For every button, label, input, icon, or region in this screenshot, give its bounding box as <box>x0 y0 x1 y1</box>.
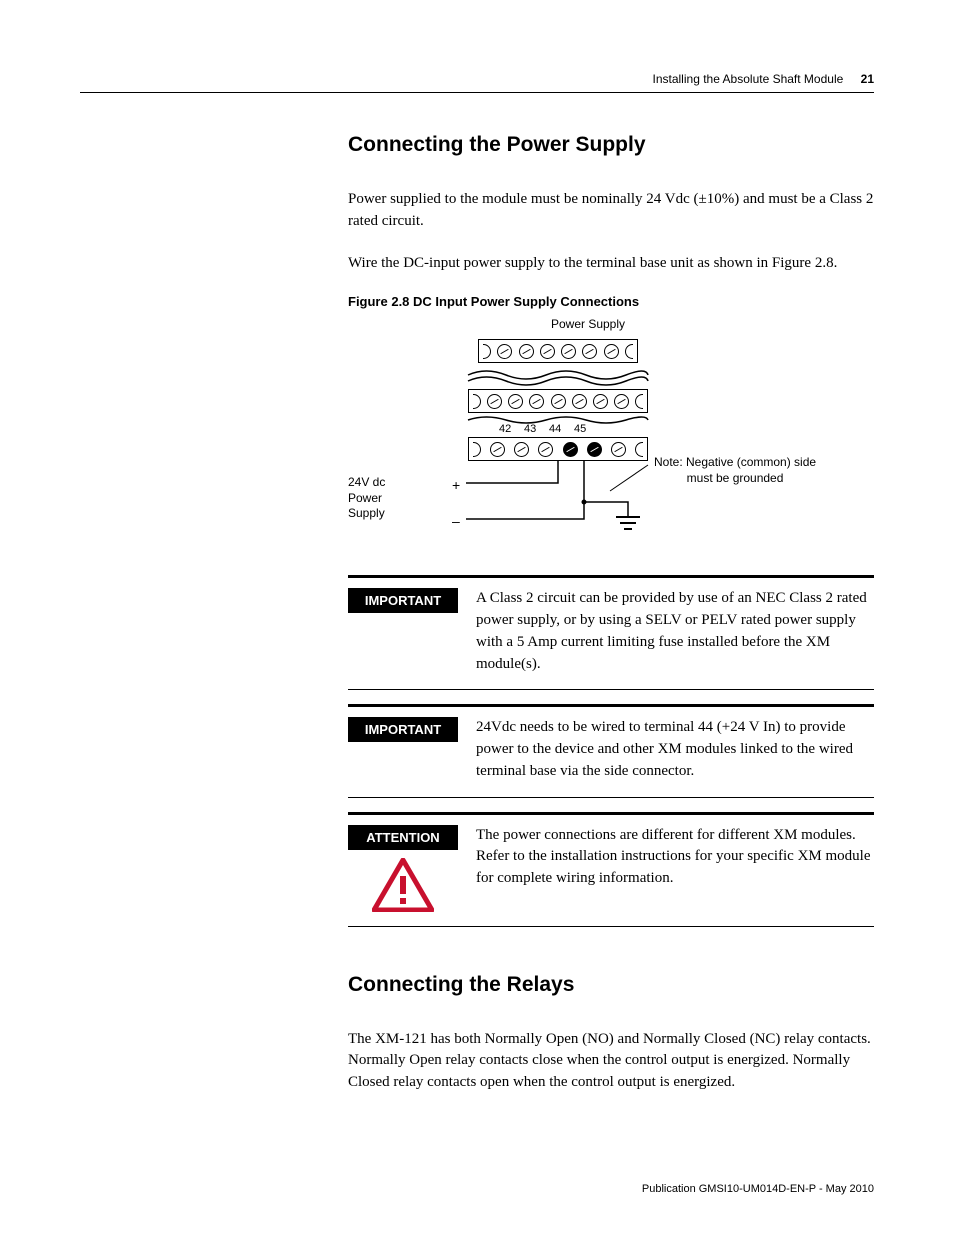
callout-text: 24Vdc needs to be wired to terminal 44 (… <box>476 717 874 782</box>
callout-important-2: IMPORTANT 24Vdc needs to be wired to ter… <box>348 704 874 797</box>
callout-attention: ATTENTION The power connections are diff… <box>348 812 874 927</box>
callout-label-col: IMPORTANT <box>348 717 458 742</box>
figure-2-8: Power Supply <box>348 317 874 547</box>
callout-label-col: ATTENTION <box>348 825 458 912</box>
page-header: Installing the Absolute Shaft Module 21 <box>80 72 874 93</box>
section-heading-power: Connecting the Power Supply <box>348 133 874 157</box>
callout-important-1: IMPORTANT A Class 2 circuit can be provi… <box>348 575 874 690</box>
figure-caption: Figure 2.8 DC Input Power Supply Connect… <box>348 294 874 309</box>
callout-text: A Class 2 circuit can be provided by use… <box>476 588 874 675</box>
body-paragraph: Power supplied to the module must be nom… <box>348 189 874 233</box>
page-footer: Publication GMSI10-UM014D-EN-P - May 201… <box>642 1183 874 1195</box>
attention-triangle-icon <box>372 858 434 912</box>
important-label: IMPORTANT <box>348 717 458 742</box>
wiring-lines <box>348 317 868 547</box>
running-title: Installing the Absolute Shaft Module <box>653 72 844 86</box>
main-content: Connecting the Power Supply Power suppli… <box>348 133 874 1094</box>
section-heading-relays: Connecting the Relays <box>348 973 874 997</box>
body-paragraph: Wire the DC-input power supply to the te… <box>348 253 874 275</box>
body-paragraph: The XM-121 has both Normally Open (NO) a… <box>348 1029 874 1094</box>
callout-label-col: IMPORTANT <box>348 588 458 613</box>
attention-label: ATTENTION <box>348 825 458 850</box>
page-number: 21 <box>861 72 874 86</box>
diagram-note: Note: Negative (common) side must be gro… <box>654 455 816 486</box>
callout-text: The power connections are different for … <box>476 825 874 890</box>
wiring-diagram: Power Supply <box>348 317 868 547</box>
important-label: IMPORTANT <box>348 588 458 613</box>
page: Installing the Absolute Shaft Module 21 … <box>0 0 954 1235</box>
